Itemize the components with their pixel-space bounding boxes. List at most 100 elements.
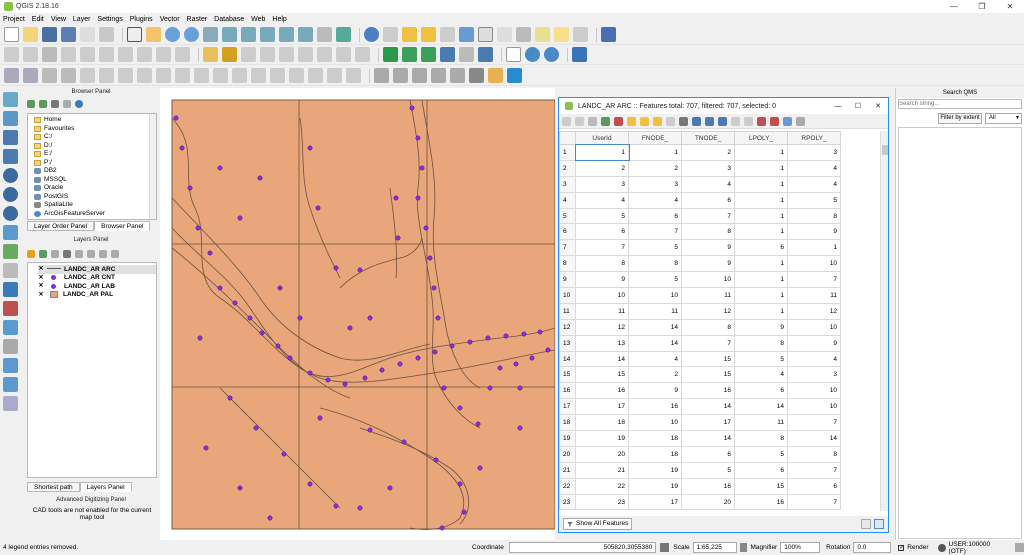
zoom-to-layer-icon[interactable]: [260, 27, 275, 42]
merge-features-icon[interactable]: [251, 68, 266, 83]
filter-icon[interactable]: [51, 100, 59, 108]
row-header[interactable]: 4: [559, 191, 576, 209]
minimize-button[interactable]: —: [834, 102, 842, 110]
lock-icon[interactable]: [739, 543, 748, 552]
zoom-to-selected-icon[interactable]: [718, 116, 727, 126]
zoom-to-selection-icon[interactable]: [241, 27, 256, 42]
expand-all-icon[interactable]: [87, 250, 95, 258]
visibility-checkbox[interactable]: ✕: [38, 266, 44, 273]
extents-toggle-icon[interactable]: [660, 543, 670, 552]
reshape-icon[interactable]: [175, 68, 190, 83]
table-cell[interactable]: 13: [575, 334, 629, 352]
table-cell[interactable]: 17: [681, 414, 735, 432]
table-cell[interactable]: 6: [575, 223, 629, 241]
table-cell[interactable]: 8: [787, 207, 841, 225]
menu-view[interactable]: View: [50, 15, 66, 23]
open-project-icon[interactable]: [23, 27, 38, 42]
table-row[interactable]: 15 15 2 15 4 3: [559, 366, 841, 384]
zoom-native-icon[interactable]: [203, 27, 218, 42]
tab-browser-panel[interactable]: Browser Panel: [94, 221, 151, 231]
filter-by-extent-button[interactable]: Filter by extent: [938, 113, 982, 124]
table-cell[interactable]: 4: [787, 159, 841, 177]
save-edits-icon[interactable]: [588, 116, 597, 126]
table-cell[interactable]: 16: [681, 382, 735, 400]
table-cell[interactable]: 12: [681, 302, 735, 320]
menu-help[interactable]: Help: [272, 15, 287, 23]
menu-web[interactable]: Web: [251, 15, 266, 23]
table-cell[interactable]: 15: [575, 366, 629, 384]
plugin-green-icon[interactable]: [383, 47, 398, 62]
table-cell[interactable]: 6: [681, 445, 735, 463]
label-rotate-icon[interactable]: [279, 47, 294, 62]
new-bookmark-icon[interactable]: [554, 27, 569, 42]
select-by-value-icon[interactable]: [421, 27, 436, 42]
table-cell[interactable]: 9: [787, 223, 841, 241]
menu-settings[interactable]: Settings: [97, 15, 123, 23]
table-cell[interactable]: 6: [734, 382, 788, 400]
table-cell[interactable]: 3: [681, 159, 735, 177]
table-row[interactable]: 22 22 19 16 15 6: [559, 477, 841, 495]
plugin-layer-icon[interactable]: [421, 47, 436, 62]
scrollbar-thumb[interactable]: [882, 145, 888, 155]
zoom-last-icon[interactable]: [279, 27, 294, 42]
add-feature-icon[interactable]: [61, 47, 76, 62]
processing-icon[interactable]: [507, 68, 522, 83]
new-shapefile-icon[interactable]: [3, 263, 18, 278]
table-cell[interactable]: 10: [787, 398, 841, 416]
qms-results-list[interactable]: [898, 127, 1022, 539]
row-header[interactable]: 3: [559, 175, 576, 193]
label-pin-icon[interactable]: [222, 47, 237, 62]
table-cell[interactable]: 1: [734, 144, 788, 161]
table-cell[interactable]: 4: [681, 175, 735, 193]
table-cell[interactable]: 15: [681, 366, 735, 384]
zoom-out-icon[interactable]: [184, 27, 199, 42]
composer-manager-icon[interactable]: [99, 27, 114, 42]
table-cell[interactable]: 11: [787, 287, 841, 304]
move-selection-top-icon[interactable]: [692, 116, 701, 126]
print-composer-icon[interactable]: [80, 27, 95, 42]
plugin-add-icon[interactable]: [402, 47, 417, 62]
filter-expression-icon[interactable]: [75, 250, 83, 258]
table-cell[interactable]: 4: [787, 350, 841, 368]
browser-item-spatialite[interactable]: SpatiaLite: [34, 201, 156, 210]
table-cell[interactable]: 6: [734, 461, 788, 479]
table-row[interactable]: 14 14 4 15 5 4: [559, 350, 841, 368]
row-header[interactable]: 7: [559, 239, 576, 257]
table-cell[interactable]: 4: [628, 191, 682, 209]
close-button[interactable]: ✕: [875, 103, 881, 110]
minimize-button[interactable]: —: [950, 2, 958, 11]
table-cell[interactable]: 6: [681, 191, 735, 209]
table-cell[interactable]: 2: [575, 159, 629, 177]
qms-search-input[interactable]: [898, 99, 1022, 109]
table-cell[interactable]: 9: [681, 255, 735, 273]
fill-ring-icon[interactable]: [118, 68, 133, 83]
contrast-icon[interactable]: [431, 68, 446, 83]
table-cell[interactable]: 7: [787, 461, 841, 479]
collapse-all-icon[interactable]: [63, 100, 71, 108]
table-cell[interactable]: 9: [787, 334, 841, 352]
table-cell[interactable]: 17: [628, 493, 682, 511]
column-header-tnode[interactable]: TNODE_: [681, 131, 735, 145]
map-canvas[interactable]: [160, 88, 556, 543]
show-all-features-button[interactable]: Show All Features: [563, 518, 633, 530]
table-cell[interactable]: 1: [734, 191, 788, 209]
refresh-icon[interactable]: [336, 27, 351, 42]
table-cell[interactable]: 8: [787, 445, 841, 463]
table-cell[interactable]: 16: [734, 493, 788, 511]
table-cell[interactable]: 2: [628, 159, 682, 177]
tab-shortest-path[interactable]: Shortest path: [27, 482, 80, 492]
table-cell[interactable]: 1: [734, 175, 788, 193]
statistics-icon[interactable]: [497, 27, 512, 42]
table-cell[interactable]: 1: [787, 239, 841, 257]
row-header[interactable]: 9: [559, 271, 576, 289]
table-cell[interactable]: 5: [575, 207, 629, 225]
table-cell[interactable]: 3: [575, 175, 629, 193]
table-cell[interactable]: 10: [575, 287, 629, 304]
menu-edit[interactable]: Edit: [31, 15, 44, 23]
map-tips-icon[interactable]: [535, 27, 550, 42]
menu-vector[interactable]: Vector: [159, 15, 180, 23]
row-header[interactable]: 19: [559, 430, 576, 447]
table-cell[interactable]: 8: [681, 318, 735, 336]
label-show-icon[interactable]: [241, 47, 256, 62]
